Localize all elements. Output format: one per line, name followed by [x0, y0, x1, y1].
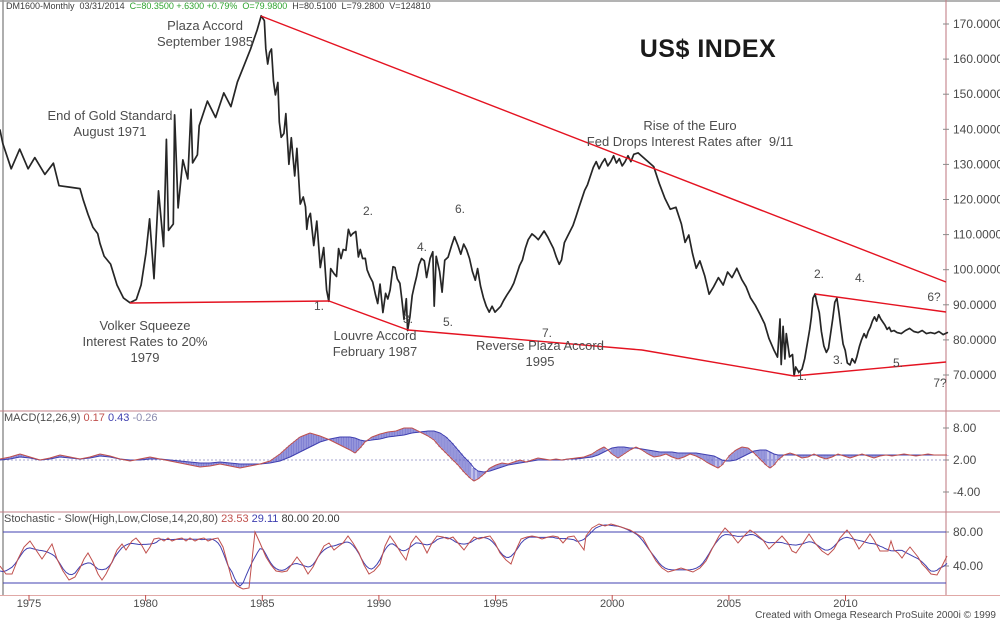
svg-text:130.0000: 130.0000 — [953, 157, 1000, 171]
svg-text:90.0000: 90.0000 — [953, 298, 997, 312]
svg-text:120.0000: 120.0000 — [953, 193, 1000, 207]
svg-text:170.0000: 170.0000 — [953, 17, 1000, 31]
svg-text:100.0000: 100.0000 — [953, 263, 1000, 277]
svg-text:2.00: 2.00 — [953, 453, 977, 467]
svg-text:110.0000: 110.0000 — [953, 228, 1000, 242]
svg-text:-4.00: -4.00 — [953, 485, 981, 499]
svg-text:150.0000: 150.0000 — [953, 87, 1000, 101]
svg-text:8.00: 8.00 — [953, 421, 977, 435]
svg-text:140.0000: 140.0000 — [953, 122, 1000, 136]
svg-text:160.0000: 160.0000 — [953, 52, 1000, 66]
svg-text:40.00: 40.00 — [953, 559, 983, 573]
svg-text:80.0000: 80.0000 — [953, 333, 997, 347]
svg-text:70.0000: 70.0000 — [953, 368, 997, 382]
svg-text:80.00: 80.00 — [953, 525, 983, 539]
